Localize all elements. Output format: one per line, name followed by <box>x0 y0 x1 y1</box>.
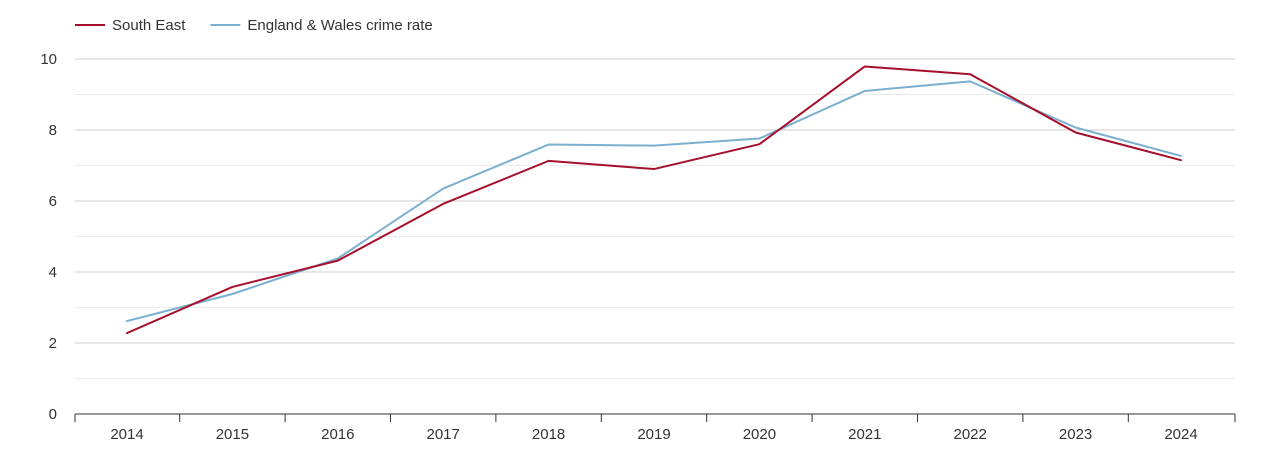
y-tick-label: 0 <box>49 406 57 423</box>
x-tick-label: 2018 <box>532 426 565 443</box>
chart-legend: South East England & Wales crime rate <box>75 17 433 34</box>
major-gridlines <box>75 58 1235 344</box>
x-tick-label: 2019 <box>637 426 670 443</box>
x-tick-label: 2021 <box>848 426 881 443</box>
x-tick-label: 2017 <box>427 426 460 443</box>
series-lines <box>126 65 1182 335</box>
x-tick-label: 2022 <box>954 426 987 443</box>
y-tick-label: 8 <box>49 122 57 139</box>
legend-label: South East <box>112 17 186 34</box>
x-tick-label: 2023 <box>1059 426 1092 443</box>
legend-label: England & Wales crime rate <box>247 17 432 34</box>
y-tick-label: 4 <box>49 264 57 281</box>
x-axis-tick-labels: 2014 2015 2016 2017 2018 2019 2020 2021 2022 2023… <box>110 426 1197 443</box>
y-tick-label: 6 <box>49 193 57 210</box>
y-tick-label: 2 <box>49 335 57 352</box>
x-tick-label: 2015 <box>216 426 249 443</box>
y-axis-tick-labels: 0 2 4 6 8 10 <box>40 51 57 423</box>
x-tick-label: 2020 <box>743 426 776 443</box>
x-tick-label: 2016 <box>321 426 354 443</box>
minor-gridlines <box>75 94 1235 379</box>
x-axis <box>74 413 1236 422</box>
x-tick-label: 2024 <box>1164 426 1197 443</box>
x-tick-label: 2014 <box>110 426 143 443</box>
y-tick-label: 10 <box>40 51 57 68</box>
series-line-south-east <box>126 65 1182 335</box>
